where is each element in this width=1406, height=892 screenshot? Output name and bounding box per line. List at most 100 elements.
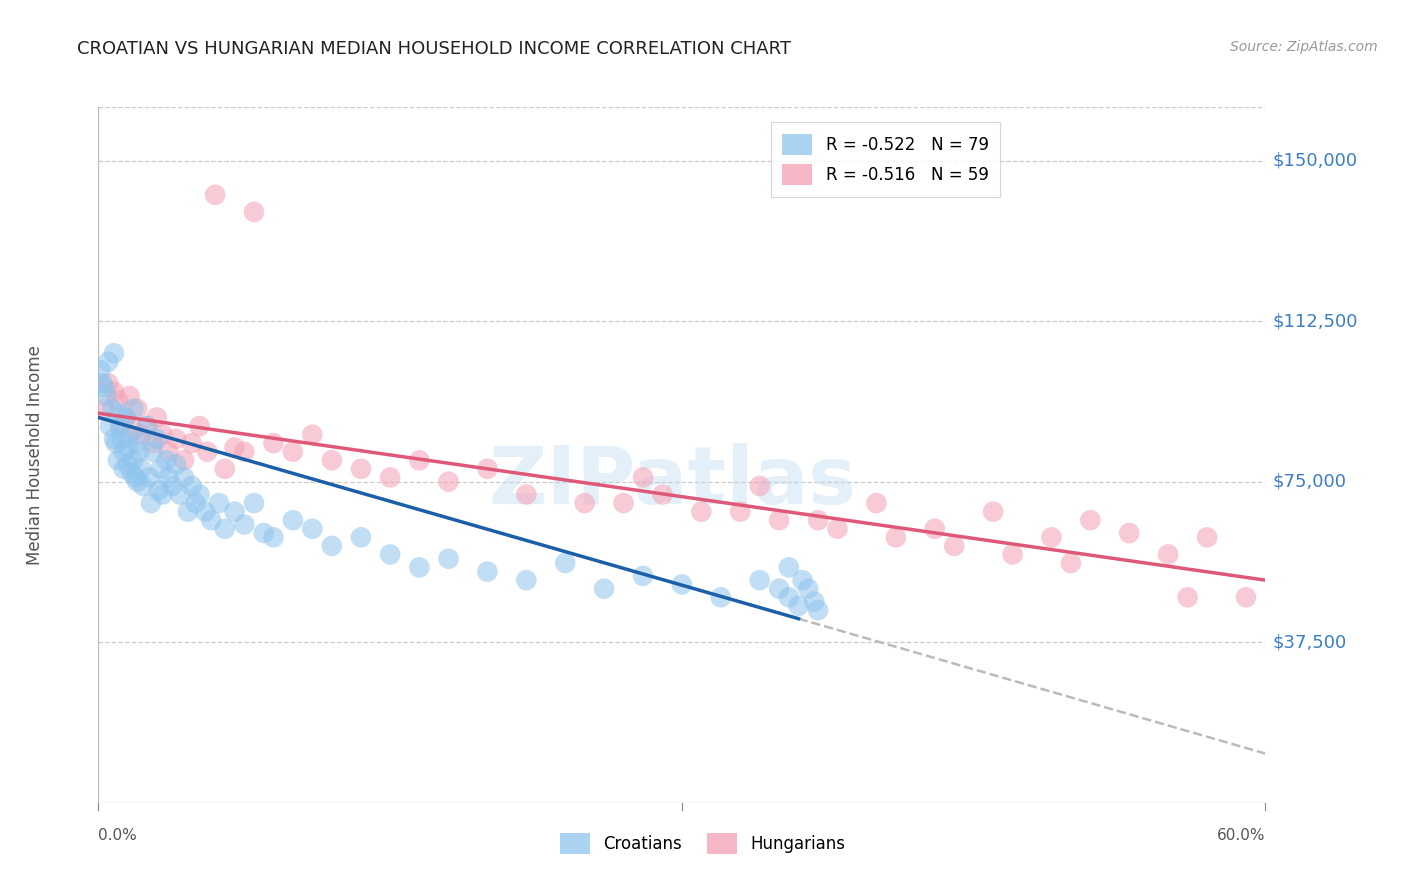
- Point: [188, 419, 211, 434]
- Point: [142, 444, 165, 458]
- Point: [127, 436, 149, 450]
- Point: [138, 470, 160, 484]
- Point: [136, 419, 159, 434]
- Text: ZIPatlas: ZIPatlas: [488, 442, 856, 521]
- Point: [1001, 548, 1024, 562]
- Point: [1080, 513, 1102, 527]
- Text: $75,000: $75,000: [1272, 473, 1347, 491]
- Legend: Croatians, Hungarians: Croatians, Hungarians: [548, 821, 858, 866]
- Point: [651, 487, 673, 501]
- Point: [114, 410, 136, 425]
- Point: [477, 462, 499, 476]
- Point: [778, 560, 800, 574]
- Point: [807, 513, 830, 527]
- Point: [321, 453, 343, 467]
- Text: Source: ZipAtlas.com: Source: ZipAtlas.com: [1230, 40, 1378, 54]
- Point: [593, 582, 616, 596]
- Point: [117, 441, 139, 455]
- Point: [96, 389, 118, 403]
- Point: [253, 526, 276, 541]
- Point: [146, 432, 169, 446]
- Point: [1060, 556, 1083, 570]
- Point: [180, 479, 202, 493]
- Point: [477, 565, 499, 579]
- Point: [224, 441, 246, 455]
- Point: [169, 487, 191, 501]
- Point: [157, 444, 180, 458]
- Point: [807, 603, 830, 617]
- Point: [301, 427, 323, 442]
- Point: [408, 453, 430, 467]
- Point: [1157, 548, 1180, 562]
- Point: [671, 577, 693, 591]
- Point: [114, 410, 136, 425]
- Point: [152, 427, 174, 442]
- Point: [437, 551, 460, 566]
- Point: [730, 505, 752, 519]
- Point: [281, 444, 304, 458]
- Point: [122, 423, 145, 437]
- Point: [118, 389, 141, 403]
- Point: [112, 444, 135, 458]
- Point: [281, 513, 304, 527]
- Point: [803, 594, 825, 608]
- Point: [792, 573, 814, 587]
- Point: [827, 522, 849, 536]
- Point: [1118, 526, 1140, 541]
- Point: [127, 401, 149, 416]
- Point: [243, 496, 266, 510]
- Point: [233, 517, 256, 532]
- Text: 60.0%: 60.0%: [1218, 828, 1265, 843]
- Point: [162, 479, 184, 493]
- Point: [748, 479, 770, 493]
- Point: [107, 406, 129, 420]
- Point: [184, 496, 207, 510]
- Point: [631, 569, 654, 583]
- Text: $112,500: $112,500: [1272, 312, 1358, 330]
- Point: [129, 462, 152, 476]
- Point: [136, 419, 159, 434]
- Point: [1195, 530, 1218, 544]
- Point: [690, 505, 713, 519]
- Point: [768, 582, 790, 596]
- Point: [117, 458, 139, 472]
- Point: [152, 487, 174, 501]
- Point: [214, 522, 236, 536]
- Point: [97, 376, 120, 391]
- Point: [188, 487, 211, 501]
- Point: [943, 539, 966, 553]
- Point: [515, 573, 537, 587]
- Point: [165, 458, 187, 472]
- Text: $150,000: $150,000: [1272, 152, 1358, 169]
- Point: [122, 453, 145, 467]
- Point: [631, 470, 654, 484]
- Point: [301, 522, 323, 536]
- Point: [768, 513, 790, 527]
- Point: [378, 470, 402, 484]
- Point: [132, 479, 155, 493]
- Point: [1234, 591, 1257, 605]
- Point: [262, 436, 284, 450]
- Point: [612, 496, 634, 510]
- Point: [797, 582, 820, 596]
- Point: [378, 548, 402, 562]
- Point: [155, 453, 177, 467]
- Text: CROATIAN VS HUNGARIAN MEDIAN HOUSEHOLD INCOME CORRELATION CHART: CROATIAN VS HUNGARIAN MEDIAN HOUSEHOLD I…: [77, 40, 792, 58]
- Point: [146, 410, 169, 425]
- Point: [321, 539, 343, 553]
- Point: [408, 560, 430, 574]
- Point: [128, 444, 150, 458]
- Point: [1040, 530, 1063, 544]
- Point: [149, 462, 172, 476]
- Point: [142, 436, 165, 450]
- Point: [97, 355, 120, 369]
- Point: [103, 346, 125, 360]
- Point: [195, 444, 218, 458]
- Legend: R = -0.522   N = 79, R = -0.516   N = 59: R = -0.522 N = 79, R = -0.516 N = 59: [770, 122, 1000, 197]
- Point: [173, 453, 195, 467]
- Text: 0.0%: 0.0%: [98, 828, 138, 843]
- Point: [981, 505, 1004, 519]
- Point: [224, 505, 246, 519]
- Point: [121, 466, 143, 480]
- Point: [165, 432, 187, 446]
